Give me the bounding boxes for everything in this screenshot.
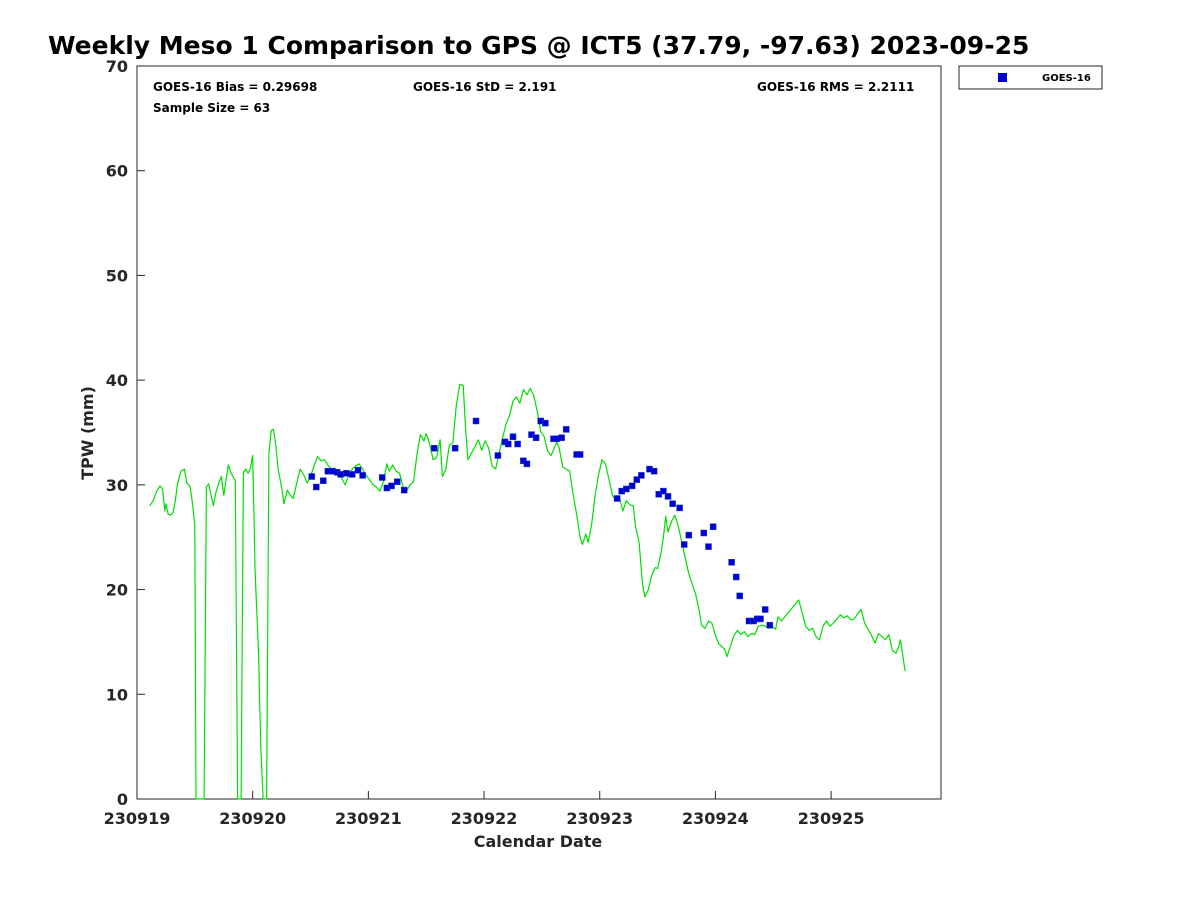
x-tick-label: 230921 [335,809,402,828]
goes16-data-point [628,482,636,490]
goes16-data-point [709,523,717,530]
x-tick-label: 230922 [451,809,518,828]
goes16-data-point [472,417,480,425]
goes16-data-point [736,592,743,600]
y-axis: 0 10 20 30 40 50 60 70 [106,57,145,809]
goes16-data-point [685,531,693,539]
goes16-data-point [680,541,688,548]
x-tick-label: 230923 [566,809,633,828]
goes16-data-point [766,621,774,629]
goes16-data-point [308,473,315,480]
goes16-data-point [400,486,408,494]
y-tick-label: 50 [106,266,128,285]
goes16-data-point [394,478,401,485]
goes16-data-point [320,477,327,484]
y-tick-label: 60 [106,162,128,181]
y-tick-label: 40 [106,371,128,390]
sample-size-stat: Sample Size = 63 [153,101,270,115]
goes16-data-point [542,419,549,427]
goes16-data-point [359,472,366,479]
goes16-data-point [343,470,350,477]
goes-series-group [308,417,774,629]
y-tick-label: 30 [106,476,128,495]
goes16-data-point [638,472,645,479]
gps-series-line [149,383,906,800]
x-axis-label: Calendar Date [474,832,603,851]
x-tick-label: 230920 [219,809,286,828]
std-stat: GOES-16 StD = 2.191 [413,80,556,94]
goes16-data-point [613,495,621,502]
chart-title: Weekly Meso 1 Comparison to GPS @ ICT5 (… [48,31,1029,60]
legend-box [958,65,1103,90]
bias-stat: GOES-16 Bias = 0.29698 [153,80,317,94]
gps-series-group [149,383,906,800]
goes16-data-point [348,471,356,478]
goes16-data-point [660,487,667,495]
goes16-data-point [431,444,438,452]
y-tick-label: 70 [106,57,128,76]
plot-frame [136,65,942,800]
goes16-data-point [388,482,395,490]
legend-marker-goes16 [998,73,1007,82]
goes16-data-point [532,434,540,441]
goes16-data-point [669,500,676,507]
y-tick-label: 0 [117,790,128,809]
goes16-data-point [558,434,565,441]
goes16-data-point [337,471,344,478]
goes16-data-point [728,559,735,566]
goes16-data-point [354,466,362,474]
goes16-data-point [623,485,630,493]
goes16-data-point [633,476,641,483]
goes16-data-point [676,504,683,512]
goes16-data-point [562,426,570,433]
goes16-data-point [576,451,584,458]
legend: GOES-16 [958,65,1103,90]
goes16-data-point [761,606,769,613]
goes16-data-point [378,474,386,481]
goes16-data-point [700,529,708,537]
legend-label-goes16: GOES-16 [1042,73,1091,84]
goes16-data-point [509,433,517,440]
x-tick-label: 230925 [798,809,865,828]
goes16-data-point [650,467,658,475]
goes16-data-point [313,483,320,491]
goes16-data-point [494,452,502,459]
rms-stat: GOES-16 RMS = 2.2111 [757,80,914,94]
y-tick-label: 20 [106,581,128,600]
x-axis: 230919 230920 230921 230922 230923 230924 2309… [104,791,865,828]
x-tick-label: 230919 [104,809,171,828]
goes16-data-point [705,543,712,550]
goes16-data-point [505,440,512,448]
goes16-data-point [523,460,531,468]
y-tick-label: 10 [106,685,128,704]
goes16-data-point [757,615,764,623]
goes16-data-point [664,493,672,500]
x-tick-label: 230924 [682,809,749,828]
goes16-data-point [732,573,740,581]
y-axis-label: TPW (mm) [78,386,97,480]
plot-area: 230919 230920 230921 230922 230923 230924 2309… [104,57,942,828]
goes16-data-point [514,440,521,448]
goes16-data-point [451,444,459,452]
